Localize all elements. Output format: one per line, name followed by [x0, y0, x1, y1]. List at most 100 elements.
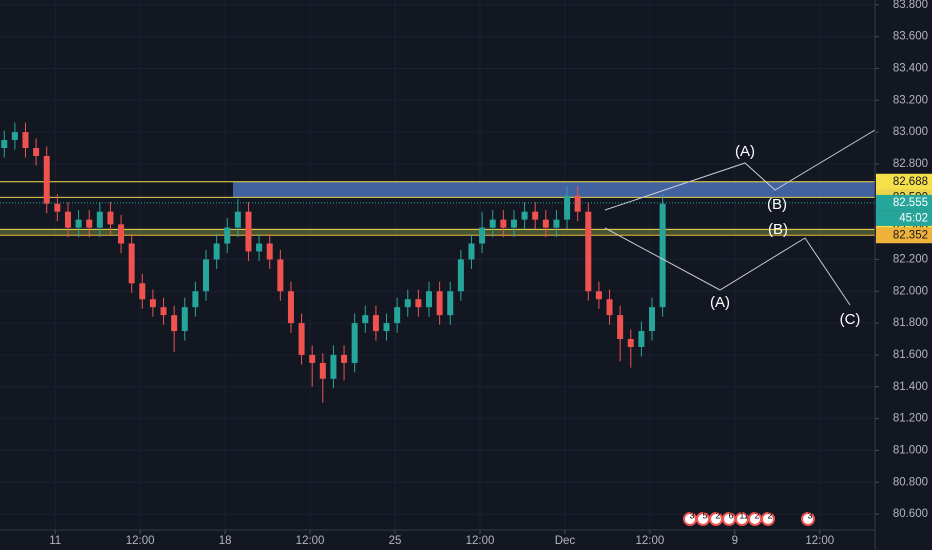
candle-body	[139, 283, 146, 300]
x-tick-label: 12:00	[126, 535, 155, 547]
candle-body	[341, 354, 348, 363]
candle-body	[426, 291, 433, 308]
price-label-bg	[876, 173, 932, 190]
event-marker	[761, 512, 775, 526]
candle-body	[617, 315, 624, 340]
y-tick-label: 81.000	[893, 444, 928, 456]
wave-label: (C)	[840, 311, 861, 328]
plot: 3 5 2 6 11 2 2 3	[0, 0, 875, 530]
candle-body	[22, 132, 29, 149]
candle-body	[96, 211, 103, 228]
candle-body	[149, 299, 156, 308]
candle-body	[330, 354, 337, 379]
candle-body	[500, 219, 507, 228]
candle-body	[649, 307, 656, 332]
candle-body	[574, 195, 581, 212]
candle-body	[33, 148, 40, 156]
x-tick-label: 18	[219, 535, 232, 547]
x-tick-label: 12:00	[466, 535, 495, 547]
candle-body	[383, 323, 390, 332]
x-tick-label: 9	[732, 535, 738, 547]
candle-body	[468, 243, 475, 260]
y-tick-label: 83.400	[893, 62, 928, 74]
y-tick-label: 83.200	[893, 94, 928, 106]
wave-label: (A)	[735, 143, 755, 160]
y-tick-label: 82.800	[893, 158, 928, 170]
candle-body	[627, 339, 634, 347]
zone	[0, 229, 875, 236]
candle-body	[287, 291, 294, 324]
x-tick-label: 12:00	[296, 535, 325, 547]
candle-body	[298, 323, 305, 355]
y-tick-label: 80.800	[893, 476, 928, 488]
y-tick-label: 83.600	[893, 31, 928, 43]
event-marker	[801, 512, 815, 526]
candle-body	[521, 211, 528, 220]
wave-line	[604, 129, 876, 211]
candle-body	[234, 211, 241, 228]
candle-body	[362, 315, 369, 324]
x-tick-label: 12:00	[635, 535, 664, 547]
candle-body	[404, 299, 411, 308]
candle-body	[245, 211, 252, 252]
candle-body	[542, 219, 549, 228]
candle-body	[489, 219, 496, 228]
y-tick-label: 80.600	[893, 508, 928, 520]
candle-body	[203, 259, 210, 292]
candle-body	[107, 211, 114, 225]
price-label-bg	[876, 194, 932, 211]
candle-body	[171, 315, 178, 332]
event-count: 11	[739, 510, 748, 520]
y-tick-label: 82.000	[893, 285, 928, 297]
wave-label: (A)	[710, 294, 730, 311]
event-count: 3	[689, 510, 694, 520]
price-label: 82.352	[893, 229, 928, 241]
candle-body	[532, 211, 539, 220]
candle-body	[64, 211, 71, 228]
y-tick-label: 82.200	[893, 253, 928, 265]
countdown: 45:02	[899, 212, 928, 224]
candle-body	[1, 140, 8, 149]
event-count: 5	[702, 510, 707, 520]
price-label: 82.555	[893, 197, 928, 209]
candle-body	[585, 211, 592, 292]
candle-body	[54, 203, 61, 212]
candle-body	[181, 307, 188, 332]
candle-body	[224, 227, 231, 244]
event-count: 2	[767, 510, 772, 520]
candle-body	[256, 243, 263, 252]
candle-body	[394, 307, 401, 324]
candle-body	[43, 155, 50, 204]
candle-body	[415, 299, 422, 308]
candle-body	[11, 132, 18, 141]
candle-body	[564, 195, 571, 220]
price-label: 82.688	[893, 176, 928, 188]
y-tick-label: 83.000	[893, 126, 928, 138]
candle-body	[606, 299, 613, 316]
candle-body	[479, 227, 486, 244]
event-count: 6	[728, 510, 733, 520]
candle-body	[75, 219, 82, 228]
candle-body	[277, 259, 284, 292]
wave-label: (B)	[767, 196, 787, 213]
y-tick-label: 81.600	[893, 349, 928, 361]
candle-body	[309, 354, 316, 363]
candle-body	[118, 224, 125, 244]
candle-body	[447, 291, 454, 316]
candle-body	[160, 307, 167, 316]
x-tick-label: 11	[49, 535, 61, 547]
zone	[233, 181, 875, 198]
wave-drawings	[604, 129, 876, 306]
candle-body	[553, 219, 560, 228]
candle-body	[319, 362, 326, 379]
candle-body	[213, 243, 220, 260]
candle-body	[510, 219, 517, 228]
wave-label: (B)	[768, 221, 788, 238]
candle-body	[457, 259, 464, 292]
event-count: 2	[715, 510, 720, 520]
x-tick-label: Dec	[555, 535, 576, 547]
x-tick-label: 12:00	[805, 535, 834, 547]
candle-body	[436, 291, 443, 316]
